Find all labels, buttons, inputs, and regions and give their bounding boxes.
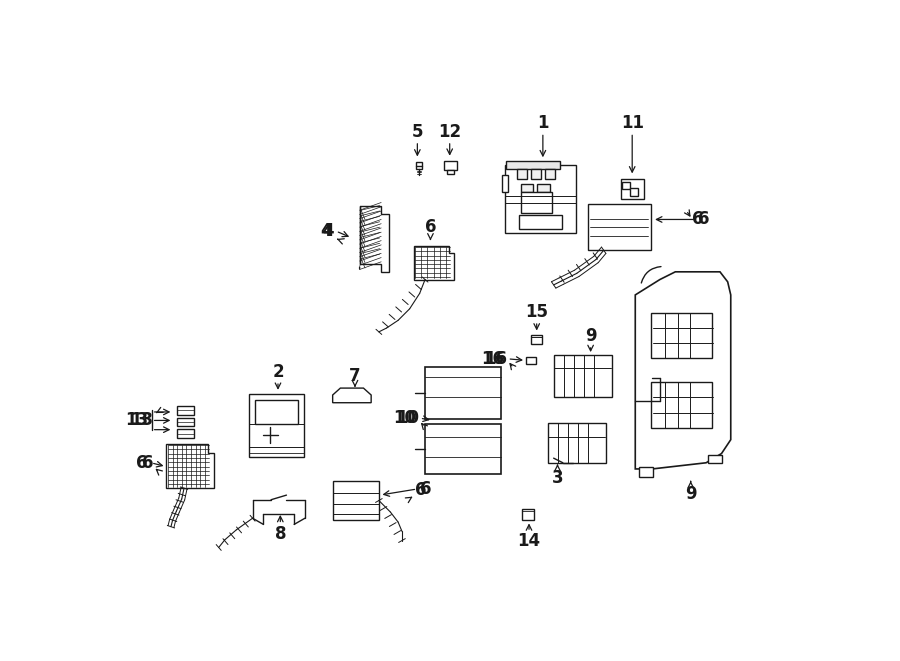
- Bar: [521, 192, 552, 214]
- Text: 9: 9: [685, 485, 697, 502]
- Text: 6: 6: [415, 481, 427, 499]
- Polygon shape: [360, 206, 389, 272]
- Text: 9: 9: [585, 327, 597, 345]
- Bar: [177, 418, 194, 426]
- Bar: [531, 335, 542, 344]
- Text: 6: 6: [419, 480, 431, 498]
- Bar: [333, 481, 379, 520]
- Text: 3: 3: [552, 469, 563, 487]
- Text: 6: 6: [425, 218, 436, 236]
- Text: 10: 10: [393, 409, 417, 427]
- Text: 4: 4: [322, 222, 334, 240]
- Polygon shape: [635, 272, 731, 469]
- Text: 7: 7: [349, 367, 361, 385]
- Text: 6: 6: [692, 210, 704, 229]
- Text: 14: 14: [518, 532, 541, 551]
- Polygon shape: [166, 444, 214, 488]
- Circle shape: [263, 428, 278, 443]
- Text: 5: 5: [411, 123, 423, 141]
- Bar: [531, 169, 541, 179]
- Text: 13: 13: [125, 411, 148, 430]
- Text: 16: 16: [484, 350, 508, 368]
- Bar: [445, 161, 456, 170]
- Bar: [256, 401, 298, 424]
- Bar: [425, 367, 500, 419]
- Bar: [588, 204, 651, 251]
- Bar: [248, 394, 304, 457]
- Bar: [425, 424, 500, 473]
- Bar: [522, 509, 535, 520]
- Bar: [506, 161, 560, 169]
- Bar: [520, 184, 533, 192]
- Polygon shape: [413, 246, 454, 280]
- Bar: [519, 215, 562, 229]
- Circle shape: [626, 225, 641, 241]
- Text: 6: 6: [137, 454, 148, 472]
- Bar: [548, 423, 606, 463]
- Bar: [630, 188, 637, 196]
- Text: 16: 16: [482, 350, 504, 368]
- Bar: [622, 182, 630, 190]
- Bar: [708, 455, 723, 463]
- Bar: [518, 169, 527, 179]
- Bar: [416, 162, 422, 169]
- Bar: [505, 165, 576, 233]
- Bar: [537, 184, 550, 192]
- Bar: [544, 169, 554, 179]
- Bar: [554, 354, 612, 397]
- Text: 4: 4: [320, 222, 332, 240]
- Bar: [446, 170, 454, 174]
- Bar: [177, 429, 194, 438]
- Bar: [652, 313, 712, 358]
- Text: 15: 15: [526, 303, 548, 321]
- Text: 11: 11: [621, 114, 644, 132]
- Text: 12: 12: [438, 123, 462, 141]
- Polygon shape: [333, 388, 371, 403]
- Text: 6: 6: [698, 210, 710, 229]
- Bar: [652, 382, 712, 428]
- Bar: [526, 356, 536, 364]
- Bar: [177, 407, 194, 414]
- Text: 8: 8: [274, 525, 286, 543]
- Text: 13: 13: [130, 411, 153, 430]
- Text: 10: 10: [396, 409, 418, 427]
- Text: 2: 2: [272, 363, 284, 381]
- Circle shape: [346, 494, 358, 507]
- Bar: [639, 467, 653, 477]
- Text: 1: 1: [537, 114, 549, 132]
- Text: 6: 6: [142, 454, 153, 472]
- Bar: [621, 179, 644, 200]
- Bar: [502, 175, 508, 192]
